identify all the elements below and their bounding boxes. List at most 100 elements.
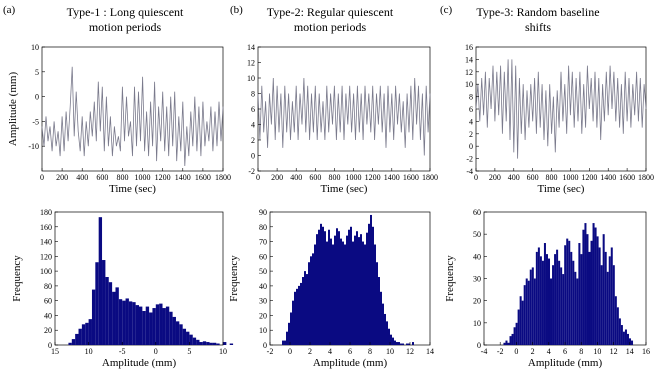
y-tick-label: 40 [473,252,481,261]
histogram-bar [384,313,386,345]
histogram-bar [78,328,82,345]
histogram-bar [75,333,79,345]
histogram-bar [290,312,292,345]
histogram-bar [600,265,603,345]
x-tick-label: 10 [85,347,93,356]
histogram-bar [312,253,314,345]
histogram-bar [223,342,227,345]
y-tick-label: 4 [469,117,473,126]
histogram-bar [392,337,394,345]
histogram-bar [95,262,99,345]
x-tick-label: 600 [96,173,108,182]
y-axis-label: Frequency [444,255,456,302]
histogram-bar [320,223,322,345]
histogram-bar [515,322,518,345]
y-tick-label: 60 [44,297,52,306]
histogram-bar [314,244,316,345]
y-tick-label: 14 [465,55,473,64]
histogram-bar [199,342,203,345]
x-tick-label: 2 [308,347,312,356]
signal-trace [41,66,224,167]
histogram-bar [162,308,166,345]
y-tick-label: 30 [473,275,481,284]
signal-trace [257,77,431,156]
histogram-bar [376,262,378,345]
histogram-bar [159,303,163,345]
y-axis-label: Frequency [228,255,240,302]
panel-b-title-line2: motion periods [294,20,367,34]
time-plot-b: 0 200 400 600 800 1000 1200 1400 1600 1800 14 12 10 8… [247,43,438,195]
histogram-bar [115,287,119,345]
histogram-bar [525,278,528,345]
y-tick-label: -10 [28,142,39,151]
x-tick-label: 0 [256,173,260,182]
histogram-b: -2 0 2 4 6 8 10 12 140102030405060708090Amplitud… [228,208,434,369]
histogram-bar [68,342,72,345]
x-tick-label: 200 [489,173,501,182]
histogram-bar [118,299,123,345]
histogram-bar [578,243,581,345]
histogram-bar [350,226,352,345]
x-tick-label: 0 [154,347,158,356]
histogram-bar [560,267,563,345]
y-tick-label: 120 [40,252,52,261]
histogram-bar [179,324,183,345]
x-tick-label: 400 [76,173,88,182]
y-tick-label: -2 [466,155,473,164]
y-tick-label: 2 [251,136,255,145]
histogram-bar [592,223,595,345]
histogram-bar [132,302,136,345]
histogram-bar [98,217,103,345]
x-tick-label: 10 [219,347,227,356]
y-tick-label: 5 [35,68,39,77]
histogram-bar [328,229,330,345]
histogram-bar [507,342,510,345]
histogram-bar [394,340,396,345]
panel-b-title-line1: Type-2: Regular quiescent [267,5,394,19]
histogram-bar [606,271,609,345]
x-tick-label: 600 [309,173,321,182]
histogram-bar [608,256,611,345]
y-tick-label: 70 [259,238,267,247]
histogram-bar [596,236,599,345]
x-tick-label: 6 [563,347,567,356]
histogram-bar [584,223,587,345]
histogram-bar [400,343,402,345]
histogram-bar [189,334,193,345]
histogram-bar [402,343,404,345]
y-tick-label: 60 [473,208,481,217]
x-tick-label: 1400 [175,173,191,182]
x-tick-label: 8 [579,347,583,356]
histogram-bar [91,289,96,345]
x-tick-label: 1400 [384,173,400,182]
x-tick-label: 2 [531,347,535,356]
histogram-bar [604,251,607,345]
histogram-bar [568,240,571,345]
histogram-bar [527,280,530,345]
y-tick-label: 20 [259,311,267,320]
y-tick-label: 160 [40,223,52,232]
histogram-bar [175,321,180,345]
histogram-bar [360,234,362,345]
histogram-bar [354,235,356,345]
histogram-bar [169,311,173,345]
histogram-bar [566,238,569,345]
x-tick-label: 15 [51,347,59,356]
histogram-bar [322,226,324,345]
histogram-bar [342,241,344,345]
histogram-bar [338,231,340,345]
histogram-bar [631,340,634,345]
histogram-bar [344,244,346,345]
histogram-bar [618,318,621,345]
histogram-bar [382,303,384,345]
histogram-bar [628,338,632,345]
y-tick-label: 180 [40,208,52,217]
y-tick-label: 40 [259,282,267,291]
x-tick-label: 400 [290,173,302,182]
histogram-bar [517,309,520,345]
x-axis-label: Amplitude (mm) [102,357,177,369]
y-tick-label: 140 [40,238,52,247]
histogram-bar [356,231,358,345]
x-tick-label: 0 [288,347,292,356]
